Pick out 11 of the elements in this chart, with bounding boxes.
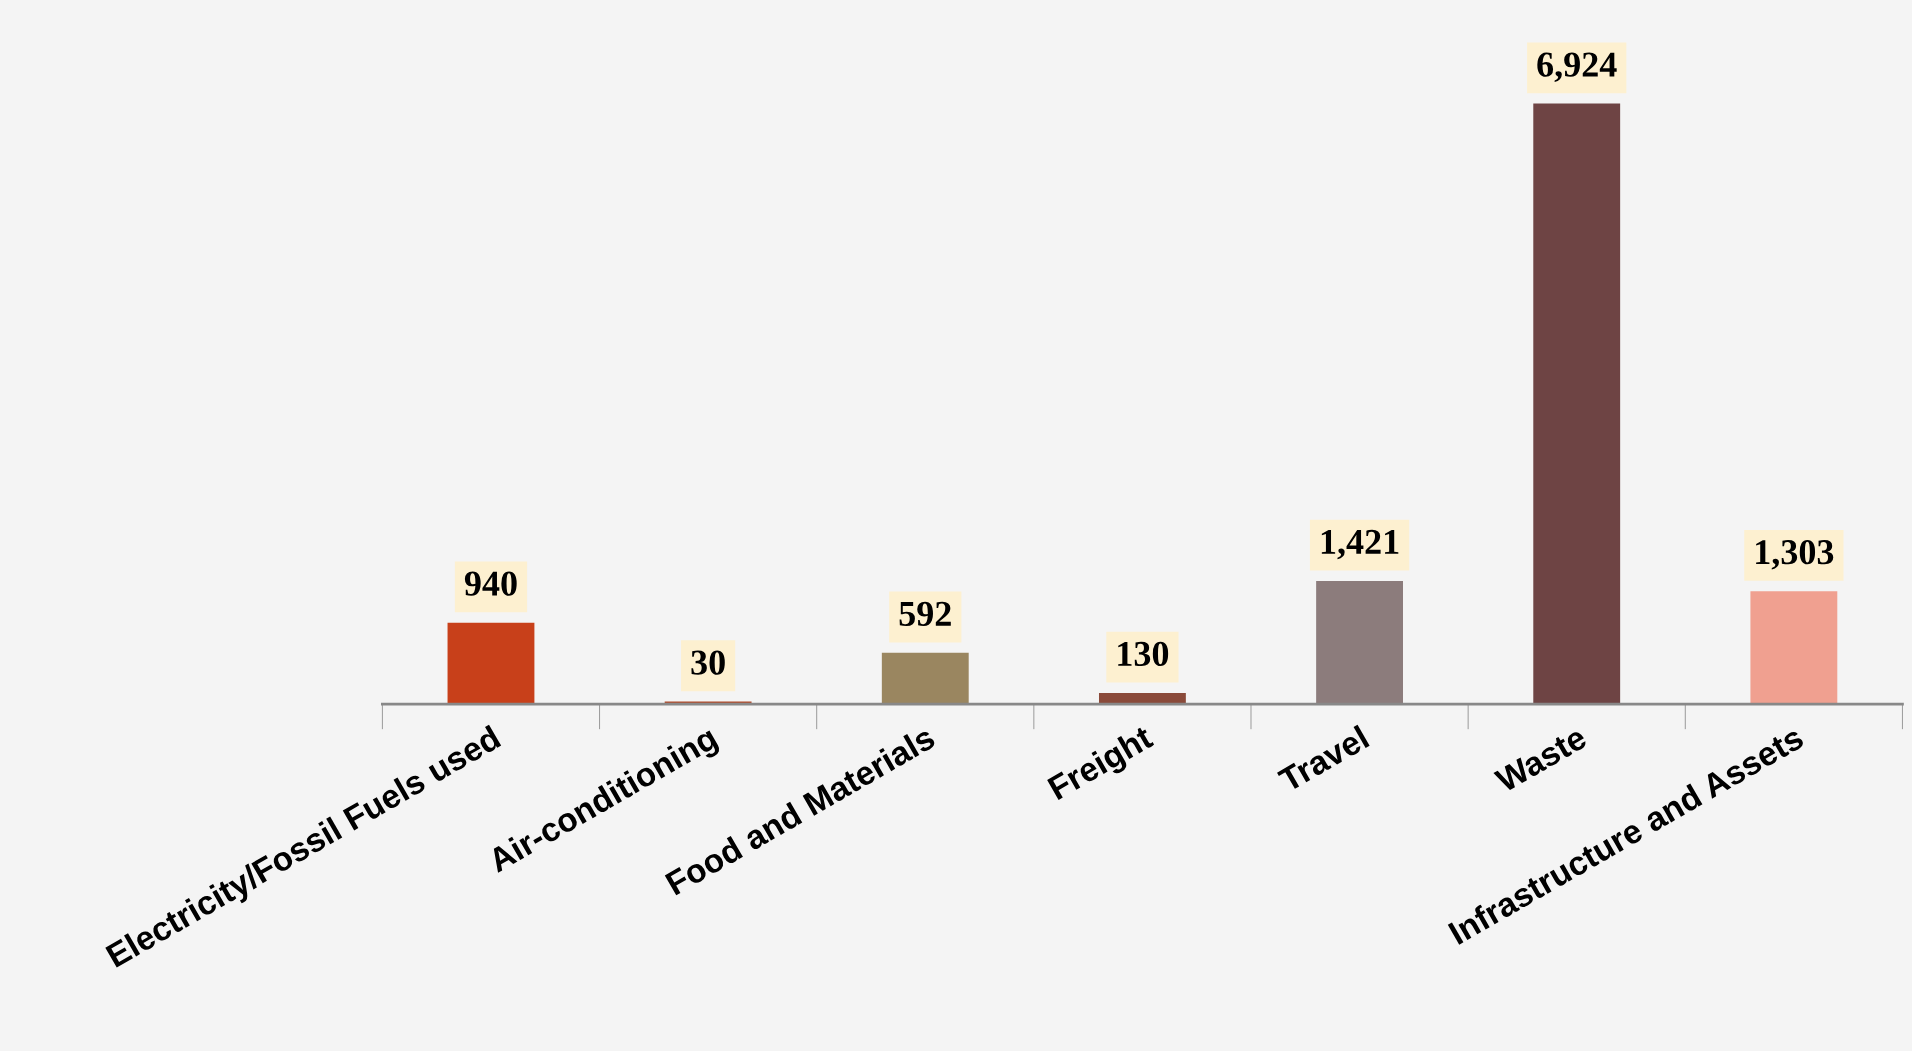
bar <box>881 652 969 705</box>
bar <box>447 622 535 705</box>
data-label: 6,924 <box>1537 52 1617 83</box>
data-label: 592 <box>899 601 951 627</box>
data-label: 940 <box>464 571 517 596</box>
bar <box>1533 103 1621 705</box>
data-label: 1,421 <box>1321 529 1399 560</box>
data-label: 30 <box>691 650 725 675</box>
data-label: 130 <box>1118 641 1169 667</box>
bar <box>1750 591 1838 705</box>
data-label: 1,303 <box>1756 540 1834 570</box>
